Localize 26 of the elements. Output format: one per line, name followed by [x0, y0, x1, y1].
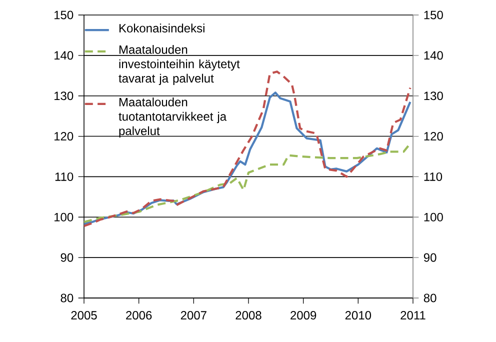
legend-label: Maatalouden investointeihin käytetyt tavarat ja palvelut [118, 45, 240, 85]
x-tick-label: 2010 [345, 311, 372, 320]
y-tick-label: 90 [60, 253, 74, 262]
y2-tick-label: 120 [424, 132, 443, 141]
x-tick-label: 2007 [180, 311, 206, 320]
y2-tick-label: 110 [424, 172, 442, 181]
y2-tick-label: 140 [424, 51, 443, 60]
legend-label: Maatalouden tuotantotarvikkeet ja palvelut [118, 98, 227, 138]
y-tick-label: 130 [54, 92, 74, 100]
legend-label: Kokonaisindeksi [119, 24, 204, 32]
y-tick-label: 120 [54, 132, 74, 141]
y-tick-label: 100 [54, 212, 74, 222]
y-tick-label: 150 [54, 10, 74, 20]
x-tick-label: 2008 [236, 311, 262, 320]
y2-tick-label: 150 [424, 10, 443, 20]
x-tick-label: 2006 [126, 311, 152, 320]
y2-tick-label: 80 [424, 294, 436, 302]
x-tick-label: 2011 [400, 311, 426, 320]
y-tick-label: 80 [60, 294, 74, 302]
y-tick-label: 140 [54, 51, 74, 60]
y2-tick-label: 90 [424, 253, 436, 262]
y-tick-label: 110 [55, 172, 74, 181]
x-tick-label: 2005 [71, 311, 97, 320]
y2-tick-label: 100 [424, 212, 443, 222]
y2-tick-label: 130 [424, 92, 443, 100]
x-tick-label: 2009 [290, 311, 316, 320]
